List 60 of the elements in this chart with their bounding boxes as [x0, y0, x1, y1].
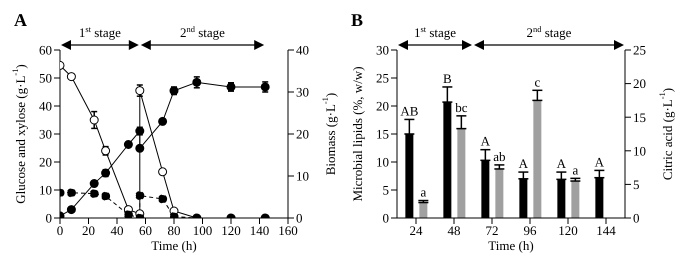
y-tick-label: 50 — [39, 70, 52, 86]
y2-tick-label: 15 — [633, 110, 646, 125]
y2-tick-label: 5 — [633, 177, 640, 192]
y2-tick-label: 40 — [296, 42, 309, 58]
x-tick-label: 40 — [110, 223, 124, 238]
x-axis-title: Time (h) — [151, 238, 197, 253]
text: 1$^{st}$ stage — [414, 24, 456, 40]
y-tick-label: 40 — [39, 98, 52, 114]
data-label: a — [420, 184, 426, 200]
x-tick-label: 60 — [139, 223, 152, 238]
y-tick-label: 0 — [46, 210, 52, 226]
y-tick-label: 15 — [376, 126, 389, 142]
data-label: AB — [400, 103, 419, 118]
data-label: A — [518, 156, 529, 172]
y-tick-label: 5 — [382, 182, 389, 198]
text: 1$^{st}$ stage — [78, 24, 122, 40]
x-tick-label: 120 — [221, 223, 241, 238]
data-label: c — [534, 74, 540, 90]
data-label: ab — [493, 148, 506, 164]
data-label: a — [572, 162, 578, 178]
x-tick-label: 100 — [192, 223, 212, 238]
y-tick-label: 60 — [39, 42, 52, 58]
y-tick-label: 25 — [376, 70, 389, 86]
x-axis-title: Time (h) — [488, 238, 534, 253]
y2-tick-label: 30 — [296, 84, 309, 100]
y-tick-label: 30 — [376, 42, 389, 58]
chart-title: B — [351, 10, 364, 30]
y2-tick-label: 20 — [633, 76, 646, 92]
x-tick-label: 160 — [278, 223, 298, 238]
data-label: A — [480, 134, 491, 149]
y-tick-label: 20 — [376, 98, 389, 114]
x-tick-label: 96 — [524, 223, 537, 238]
data-label: A — [556, 156, 567, 172]
data-label: A — [594, 154, 605, 170]
chart-title: A — [14, 10, 27, 30]
x-tick-label: 24 — [410, 223, 423, 238]
y-tick-label: 10 — [39, 182, 52, 198]
y-axis-title: Microbial lipids (%, w/w) — [350, 66, 364, 202]
y2-tick-label: 0 — [633, 210, 640, 226]
data-label: B — [443, 70, 452, 86]
data-label: bc — [455, 100, 468, 115]
x-tick-label: 140 — [250, 223, 270, 238]
x-tick-label: 72 — [486, 223, 498, 238]
y-tick-label: 30 — [39, 126, 52, 142]
text: 2$^{nd}$ stage — [180, 24, 226, 40]
x-tick-label: 80 — [168, 223, 180, 238]
x-tick-label: 120 — [558, 223, 578, 238]
y-tick-label: 10 — [376, 154, 389, 170]
y-tick-label: 20 — [39, 154, 52, 170]
x-tick-label: 48 — [448, 223, 460, 238]
x-tick-label: 20 — [82, 223, 95, 238]
y2-tick-label: 20 — [296, 126, 309, 142]
x-tick-label: 0 — [56, 223, 64, 238]
y2-tick-label: 25 — [633, 42, 646, 58]
y-tick-label: 0 — [382, 210, 389, 226]
x-tick-label: 144 — [596, 223, 616, 238]
y2-tick-label: 0 — [296, 210, 302, 226]
y2-tick-label: 10 — [296, 168, 309, 184]
text: 2$^{nd}$ stage — [526, 24, 572, 40]
y2-tick-label: 10 — [633, 143, 646, 158]
